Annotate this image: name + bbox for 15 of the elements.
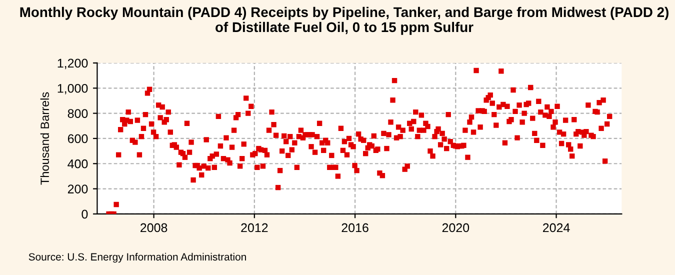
y-tick-label: 1,200: [58, 58, 88, 70]
x-tick-label: 2016: [342, 223, 368, 232]
source-note: Source: U.S. Energy Information Administration: [28, 252, 246, 263]
x-tick-label: 2024: [543, 223, 570, 232]
x-tick-label: 2012: [241, 223, 268, 232]
y-tick-label: 800: [68, 109, 88, 118]
x-tick-label: 2008: [140, 223, 168, 232]
y-axis-title: Thousand Barrels: [40, 92, 50, 185]
y-tick-label: 200: [68, 184, 88, 194]
y-tick-label: 0: [82, 210, 88, 219]
y-tick-label: 1,000: [58, 84, 88, 94]
y-tick-label: 400: [68, 159, 88, 168]
y-tick-label: 600: [68, 134, 88, 144]
chart-title: Monthly Rocky Mountain (PADD 4) Receipts by Pipeline, Tanker, and Barge from Midwest (PADD 2) of Distillate Fuel Oil, 0 to 15 ppm Sulfur: [20, 6, 668, 35]
x-tick-label: 2020: [442, 223, 470, 232]
